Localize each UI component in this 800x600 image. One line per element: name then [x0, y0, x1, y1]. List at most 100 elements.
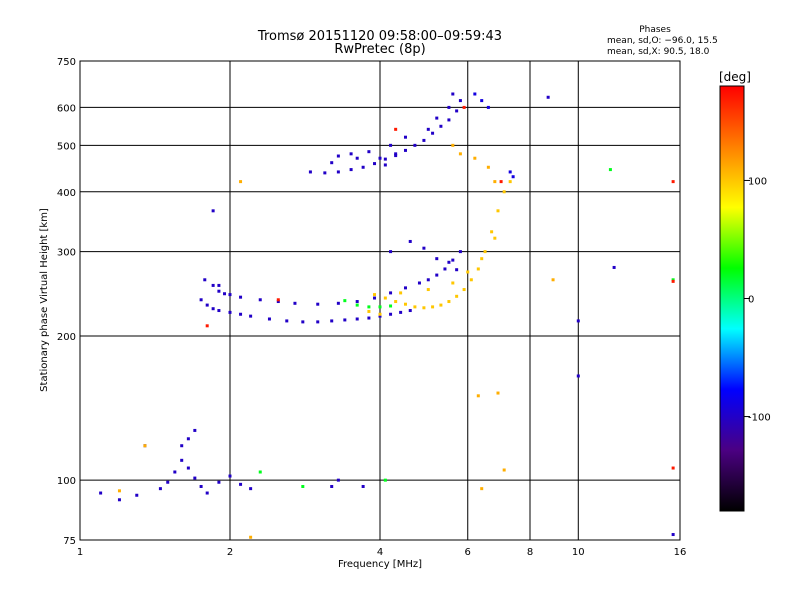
data-point — [378, 156, 382, 160]
data-point — [228, 293, 232, 297]
data-point — [447, 300, 451, 304]
data-point — [483, 250, 487, 254]
data-point — [186, 466, 190, 470]
data-point — [349, 168, 353, 172]
data-point — [458, 99, 462, 103]
data-point — [330, 319, 334, 323]
data-point — [502, 190, 506, 194]
data-point — [435, 273, 439, 277]
data-point — [466, 270, 470, 274]
data-point — [293, 301, 297, 305]
data-point — [285, 319, 289, 323]
data-point — [394, 152, 398, 156]
data-point — [323, 171, 327, 175]
colorbar: [deg] 100 0 -100 — [719, 70, 771, 512]
data-point — [301, 484, 305, 488]
phase-header: Phases — [639, 25, 671, 35]
data-point — [186, 437, 190, 441]
data-point — [203, 278, 207, 282]
phase-stats-x: mean, sd,X: 90.5, 18.0 — [607, 47, 710, 57]
data-point — [417, 281, 421, 285]
data-point — [239, 180, 243, 184]
data-point — [389, 143, 393, 147]
data-point — [508, 170, 512, 174]
data-point — [399, 310, 403, 314]
data-point — [276, 300, 280, 304]
data-point — [476, 267, 480, 271]
data-point — [343, 299, 347, 303]
data-point — [435, 257, 439, 261]
data-point — [394, 154, 398, 158]
y-tick-label: 75 — [63, 536, 76, 547]
data-point — [211, 307, 215, 311]
data-point — [426, 288, 430, 292]
data-point — [462, 288, 466, 292]
data-point — [439, 124, 443, 128]
x-tick-label: 16 — [674, 547, 687, 558]
data-point — [361, 165, 365, 169]
data-point — [502, 468, 506, 472]
data-point — [458, 152, 462, 156]
data-point — [330, 161, 334, 165]
data-point — [228, 310, 232, 314]
data-point — [451, 143, 455, 147]
data-point — [469, 278, 473, 282]
data-point — [383, 157, 387, 161]
data-point — [447, 118, 451, 122]
data-point — [403, 302, 407, 306]
data-point — [143, 444, 147, 448]
data-point — [413, 305, 417, 309]
phase-stats-o: mean, sd,O: −96.0, 15.5 — [607, 36, 718, 46]
data-point — [378, 305, 382, 309]
data-point — [193, 428, 197, 432]
data-point — [205, 324, 209, 328]
data-point — [476, 394, 480, 398]
data-point — [671, 279, 675, 283]
data-point — [422, 306, 426, 310]
y-axis-label: Stationary phase Virtual Height [km] — [39, 208, 50, 392]
data-point — [355, 156, 359, 160]
colorbar-tick-label: 100 — [748, 176, 767, 187]
data-point — [455, 268, 459, 272]
data-point — [355, 300, 359, 304]
data-point — [486, 165, 490, 169]
data-point — [205, 303, 209, 307]
data-point — [451, 281, 455, 285]
data-point — [443, 267, 447, 271]
data-point — [211, 283, 215, 287]
data-point — [551, 278, 555, 282]
colorbar-tick-label: -100 — [748, 413, 771, 424]
plot-area: 1 2 4 6 8 10 16 75 100 200 300 400 500 600 750 — [57, 57, 686, 558]
colorbar-tick-label: 0 — [748, 295, 754, 306]
y-axis-ticks: 75 100 200 300 400 500 600 750 — [57, 57, 76, 547]
data-point — [462, 105, 466, 109]
data-point — [394, 127, 398, 131]
data-point — [389, 250, 393, 254]
y-tick-label: 600 — [57, 103, 76, 114]
data-point — [486, 105, 490, 109]
data-point — [458, 250, 462, 254]
data-point — [383, 296, 387, 300]
data-point — [403, 286, 407, 290]
data-point — [493, 180, 497, 184]
data-point — [576, 319, 580, 323]
data-point — [451, 92, 455, 96]
data-point — [422, 138, 426, 142]
data-point — [473, 92, 477, 96]
data-point — [399, 291, 403, 295]
data-point — [330, 484, 334, 488]
data-point — [336, 478, 340, 482]
data-point — [546, 95, 550, 99]
x-tick-label: 6 — [465, 547, 471, 558]
data-point — [671, 533, 675, 537]
data-point — [431, 305, 435, 309]
data-point — [349, 152, 353, 156]
data-points — [99, 92, 675, 539]
data-point — [496, 391, 500, 395]
data-point — [249, 314, 253, 318]
data-point — [258, 470, 262, 474]
data-point — [99, 491, 103, 495]
data-point — [389, 312, 393, 316]
data-point — [473, 156, 477, 160]
data-point — [249, 487, 253, 491]
